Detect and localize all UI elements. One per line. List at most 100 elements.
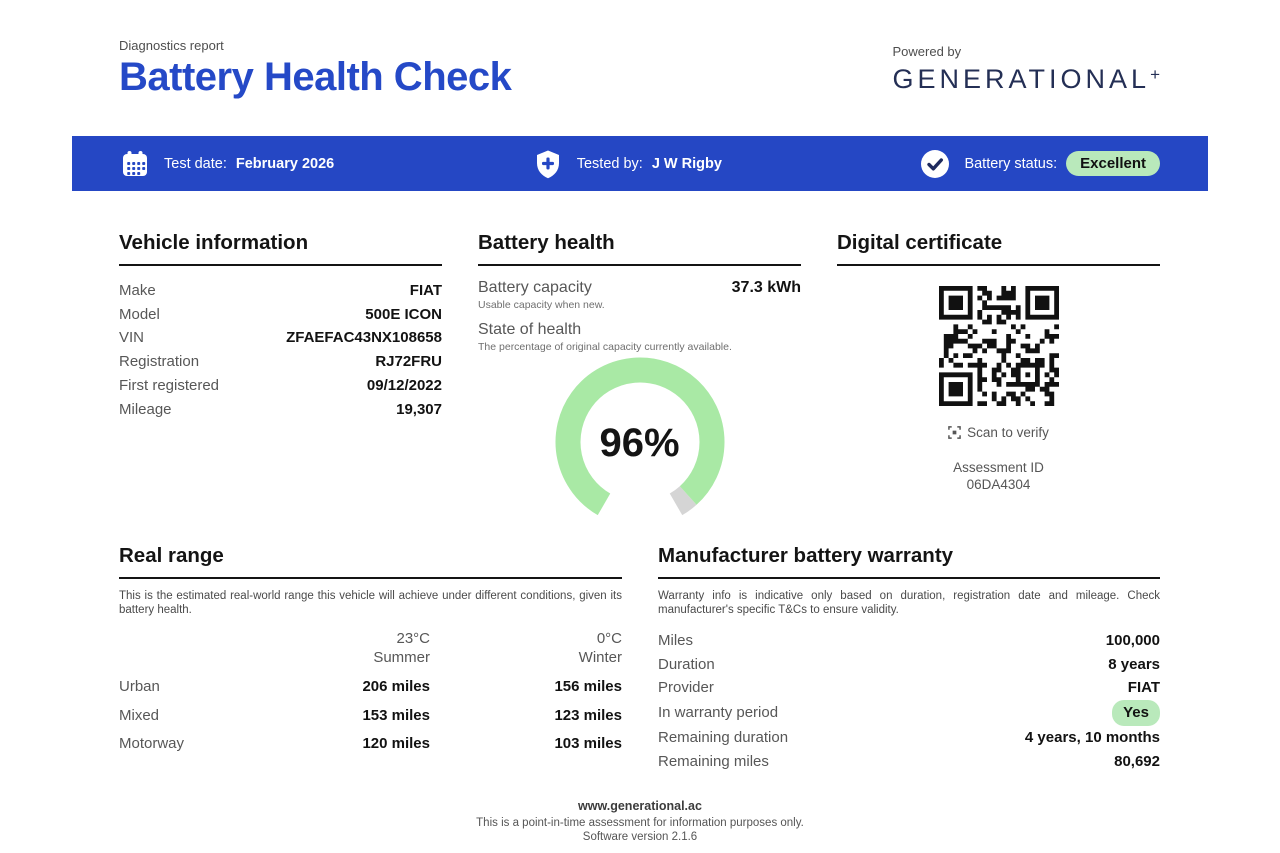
row-label: Mileage [119,400,172,418]
battery-capacity-note: Usable capacity when new. [478,299,605,311]
battery-status-text: Battery status: Excellent [964,151,1160,176]
row-label: Model [119,305,160,323]
row-value: 80,692 [1114,752,1160,770]
tested-by-label: Tested by: [576,155,643,172]
real-range-title: Real range [119,544,622,579]
assessment-id-label: Assessment ID [953,460,1044,475]
vehicle-information-title: Vehicle information [119,231,442,266]
real-range-description: This is the estimated real-world range t… [119,590,622,616]
test-date-group: Test date: February 2026 [120,149,334,179]
winter-value: 103 miles [554,735,622,752]
vehicle-information-section: Vehicle information Make FIAT Model 500E I… [119,231,442,532]
test-date-text: Test date: February 2026 [164,156,334,172]
qr-code-wrap [837,286,1160,411]
summer-temp: 23°C [396,630,430,647]
report-kicker: Diagnostics report [119,38,224,53]
table-row: Make FIAT [119,279,442,303]
info-bar: Test date: February 2026 Tested by: J W … [72,136,1208,191]
in-warranty-badge: Yes [1112,700,1160,726]
row-value: RJ72FRU [375,353,442,371]
status-badge: Excellent [1066,151,1160,176]
row-value: 100,000 [1105,632,1160,649]
scan-to-verify: Scan to verify [837,425,1160,440]
qr-modules [938,286,1059,406]
gauge-arc-rest [668,486,697,516]
row-label: Duration [658,655,715,673]
footer-website: www.generational.ac [578,799,702,814]
battery-capacity-row: Battery capacity 37.3 kWh [478,279,801,297]
bottom-sections: Real range This is the estimated real-wo… [0,544,1280,773]
warranty-section: Manufacturer battery warranty Warranty i… [658,544,1160,773]
winter-value: 123 miles [554,706,622,724]
shield-plus-icon [536,150,559,178]
row-label: Provider [658,679,714,697]
row-label: Remaining miles [658,752,769,770]
footer-version: Software version 2.1.6 [582,831,698,844]
summer-column-header: 23°C Summer [270,629,430,673]
row-value: FIAT [1127,679,1160,697]
battery-capacity-value: 37.3 kWh [731,279,801,296]
soh-percentage: 96% [599,421,680,465]
soh-gauge: 96% [540,357,740,532]
row-value: FIAT [409,282,442,299]
assessment-id-block: Assessment ID 06DA4304 [837,459,1160,493]
report-footer: www.generational.ac This is a point-in-t… [0,799,1280,843]
table-row: Remaining miles 80,692 [658,750,1160,774]
row-label: In warranty period [658,704,779,722]
brand-name: GENERATIONAL+ [893,64,1160,95]
real-range-table: 23°C Summer 0°C Winter Urban 206 miles 1… [119,629,622,759]
row-value: 19,307 [396,400,442,418]
battery-capacity-label: Battery capacity [478,279,592,296]
warranty-description: Warranty info is indicative only based o… [658,590,1160,616]
winter-column-header: 0°C Winter [430,629,622,673]
table-row: Mixed 153 miles 123 miles [119,702,622,731]
tested-by-text: Tested by: J W Rigby [577,156,722,172]
brand-text: GENERATIONAL [892,64,1151,94]
main-sections: Vehicle information Make FIAT Model 500E I… [0,231,1280,532]
test-date-value: February 2026 [235,155,335,172]
digital-certificate-title: Digital certificate [837,231,1160,266]
row-label: Registration [119,353,200,371]
table-row: Miles 100,000 [658,629,1160,653]
brand-logo: Powered by GENERATIONAL+ [893,38,1160,95]
gauge-arc-value [555,357,724,516]
row-value: ZFAEFAC43NX108658 [286,329,442,347]
warranty-rows: Miles 100,000 Duration 8 years Provider FIA… [658,629,1160,773]
row-label: Urban [119,678,160,695]
summer-value: 206 miles [362,678,430,695]
table-row: Urban 206 miles 156 miles [119,673,622,702]
powered-by-label: Powered by [892,44,962,59]
summer-value: 153 miles [362,706,430,724]
state-of-health-label: State of health [478,321,582,338]
row-value: 8 years [1108,655,1160,673]
qr-code [938,286,1059,406]
row-label: Motorway [119,735,185,752]
row-label: VIN [119,329,145,347]
assessment-id-value: 06DA4304 [966,477,1031,492]
row-label: First registered [119,376,220,394]
table-row: Model 500E ICON [119,303,442,327]
real-range-section: Real range This is the estimated real-wo… [119,544,622,773]
warranty-title: Manufacturer battery warranty [658,544,1160,579]
table-row: Mileage 19,307 [119,398,442,422]
row-value: 09/12/2022 [366,376,442,394]
winter-temp: 0°C [596,630,622,647]
summer-value: 120 miles [362,735,430,752]
battery-status-label: Battery status: [964,155,1058,172]
row-label: Miles [658,632,694,649]
table-row: Registration RJ72FRU [119,350,442,374]
brand-plus: + [1150,65,1160,84]
table-row: VIN ZFAEFAC43NX108658 [119,326,442,350]
footer-disclaimer: This is a point-in-time assessment for i… [476,817,804,830]
table-row: Remaining duration 4 years, 10 months [658,726,1160,750]
table-row: Provider FIAT [658,676,1160,700]
spacer-cell [119,629,270,673]
table-row: Duration 8 years [658,653,1160,677]
report-header: Diagnostics report Battery Health Check … [0,0,1280,100]
row-value: 500E ICON [365,305,442,323]
battery-health-title: Battery health [478,231,801,266]
test-date-label: Test date: [164,155,227,172]
winter-season: Winter [578,649,622,666]
battery-status-group: Battery status: Excellent [920,149,1160,179]
